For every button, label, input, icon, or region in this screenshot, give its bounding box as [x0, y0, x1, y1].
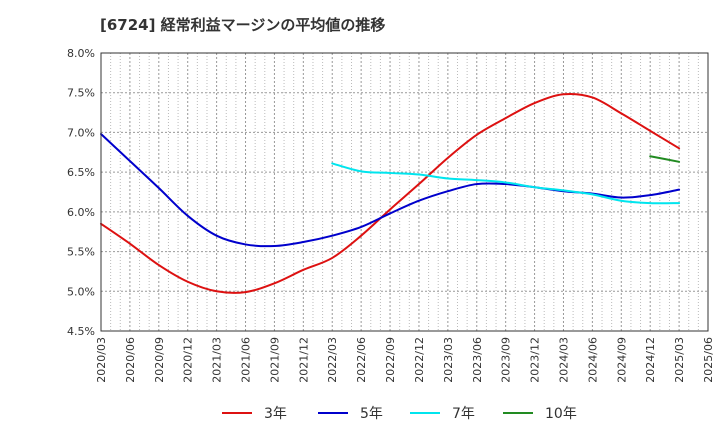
- y-tick-label: 5.0%: [67, 285, 95, 298]
- x-tick-label: 2025/06: [702, 337, 715, 383]
- x-tick-label: 2021/12: [297, 337, 310, 383]
- y-tick-label: 6.5%: [67, 166, 95, 179]
- legend-label: 3年: [264, 406, 287, 422]
- x-tick-label: 2020/06: [124, 337, 137, 383]
- y-tick-label: 5.5%: [67, 246, 95, 259]
- y-tick-label: 6.0%: [67, 206, 95, 219]
- legend-label: 5年: [360, 406, 383, 422]
- series-line-0: [100, 92, 681, 294]
- grid: [100, 52, 709, 332]
- x-tick-label: 2023/06: [471, 337, 484, 383]
- legend-item: 5年: [318, 406, 383, 422]
- x-tick-label: 2022/03: [326, 337, 339, 383]
- series-line-3: [649, 155, 681, 163]
- legend: 3年 5年 7年 10年: [222, 406, 577, 422]
- chart-title: [6724] 経常利益マージンの平均値の推移: [100, 16, 386, 34]
- y-tick-label: 7.5%: [67, 87, 95, 100]
- x-tick-label: 2024/03: [557, 337, 570, 383]
- series-lines: [100, 92, 681, 294]
- legend-label: 10年: [545, 406, 577, 422]
- legend-item: 3年: [222, 406, 287, 422]
- y-tick-label: 4.5%: [67, 325, 95, 338]
- plot-area-frame: [100, 52, 709, 332]
- x-tick-label: 2024/12: [644, 337, 657, 383]
- x-tick-label: 2020/09: [153, 337, 166, 383]
- legend-item: 10年: [503, 406, 577, 422]
- x-tick-label: 2020/03: [95, 337, 108, 383]
- x-tick-label: 2023/12: [529, 337, 542, 383]
- legend-item: 7年: [410, 406, 475, 422]
- x-tick-label: 2024/06: [586, 337, 599, 383]
- x-tick-label: 2024/09: [615, 337, 628, 383]
- x-tick-label: 2022/06: [355, 337, 368, 383]
- x-tick-label: 2025/03: [673, 337, 686, 383]
- x-tick-label: 2021/09: [268, 337, 281, 383]
- x-axis-ticks: 2020/03 2020/06 2020/09 2020/12 2021/03 2021/…: [95, 337, 715, 383]
- x-tick-label: 2021/03: [211, 337, 224, 383]
- x-tick-label: 2022/12: [413, 337, 426, 383]
- y-tick-label: 8.0%: [67, 47, 95, 60]
- y-axis-ticks: 4.5% 5.0% 5.5% 6.0% 6.5% 7.0% 7.5% 8.0%: [67, 47, 95, 338]
- x-tick-label: 2022/09: [384, 337, 397, 383]
- x-tick-label: 2023/09: [500, 337, 513, 383]
- legend-label: 7年: [452, 406, 475, 422]
- y-tick-label: 7.0%: [67, 126, 95, 139]
- x-tick-label: 2020/12: [182, 337, 195, 383]
- series-line-2: [331, 162, 681, 205]
- x-tick-label: 2023/03: [442, 337, 455, 383]
- x-tick-label: 2021/06: [240, 337, 253, 383]
